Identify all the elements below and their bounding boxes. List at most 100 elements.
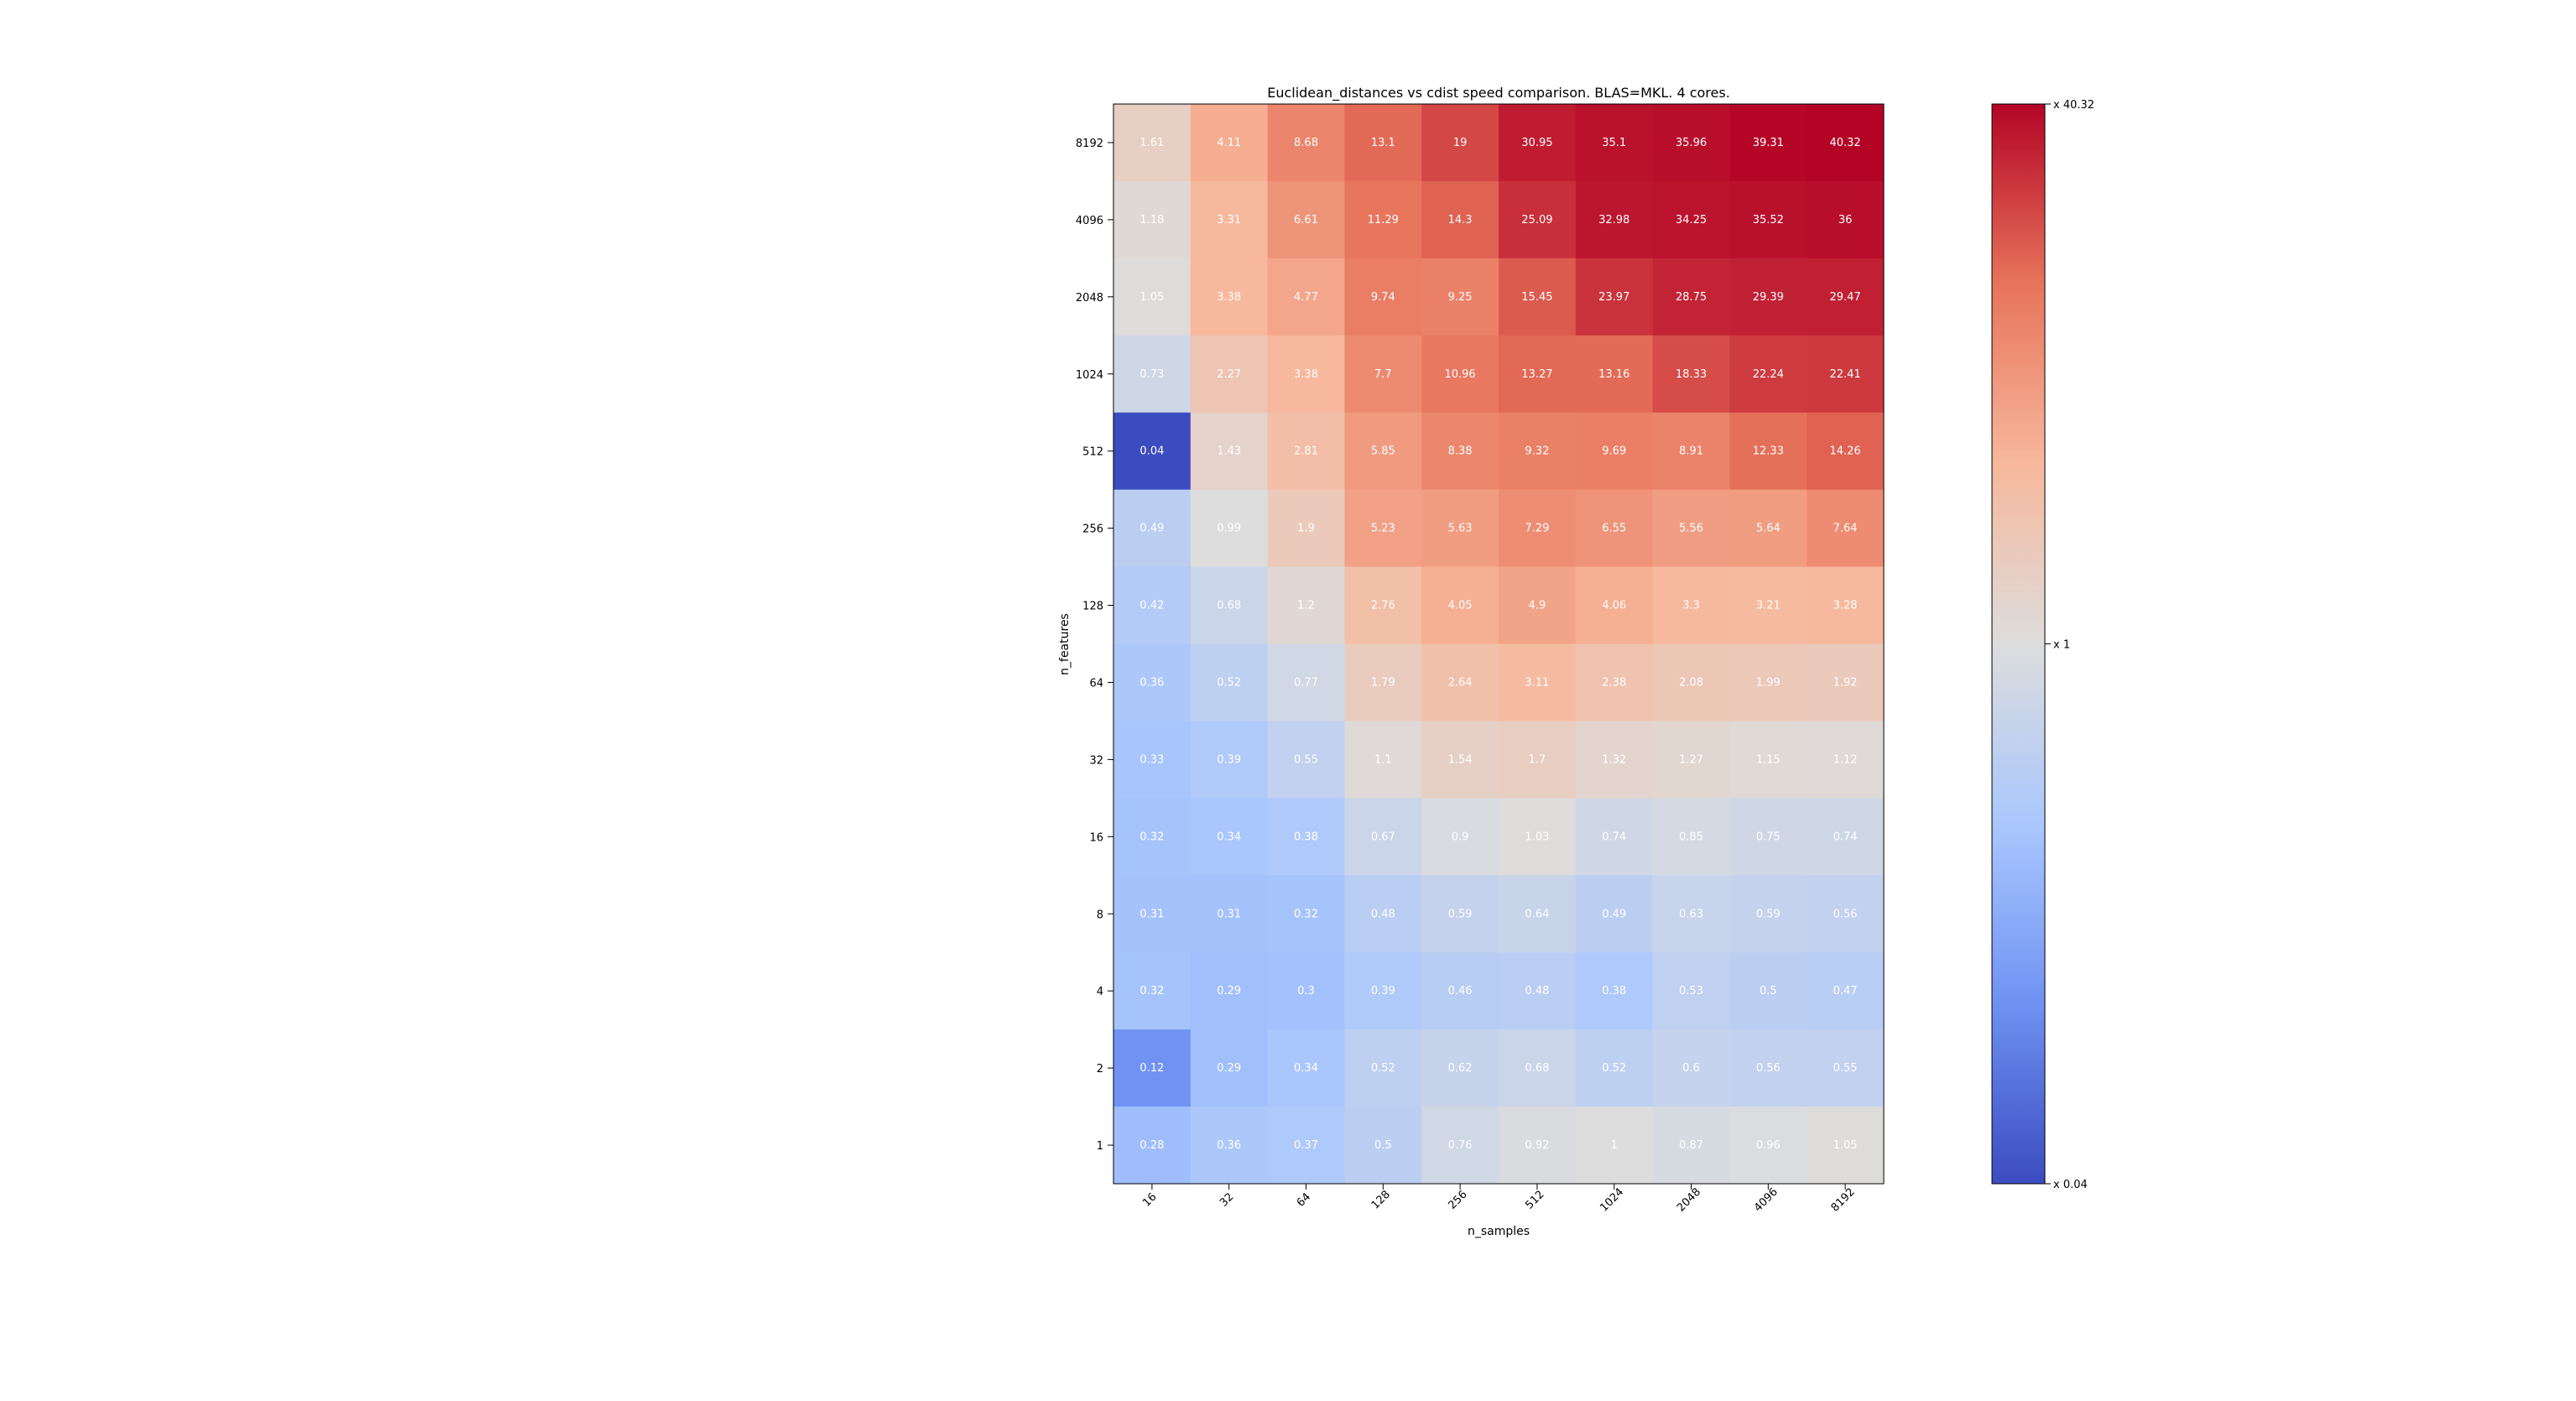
cell-value-label: 0.33 xyxy=(1139,753,1164,766)
cell-value-label: 0.55 xyxy=(1294,753,1318,766)
cell-value-label: 13.16 xyxy=(1598,368,1630,381)
cell-value-label: 0.12 xyxy=(1139,1062,1164,1075)
cell-value-label: 1 xyxy=(1611,1139,1618,1152)
cell-value-label: 1.99 xyxy=(1756,676,1781,689)
cell-value-label: 0.39 xyxy=(1371,985,1395,997)
cell-value-label: 0.62 xyxy=(1448,1062,1473,1075)
heatmap-cell xyxy=(1113,952,1192,1030)
heatmap-cell xyxy=(1267,952,1345,1030)
cell-value-label: 1.92 xyxy=(1833,676,1858,689)
x-tick-label: 32 xyxy=(1218,1190,1236,1209)
cell-value-label: 0.59 xyxy=(1756,908,1781,920)
heatmap-cell xyxy=(1113,798,1192,876)
cell-value-label: 34.25 xyxy=(1676,214,1707,227)
cell-value-label: 0.73 xyxy=(1139,368,1164,381)
cell-value-label: 0.6 xyxy=(1682,1062,1700,1075)
cell-value-label: 0.52 xyxy=(1602,1062,1626,1075)
cell-value-label: 0.32 xyxy=(1139,985,1164,997)
heatmap-cell xyxy=(1344,1029,1422,1107)
cell-value-label: 5.23 xyxy=(1371,523,1395,535)
heatmap-cell xyxy=(1652,412,1730,491)
heatmap-cell xyxy=(1807,798,1885,876)
cell-value-label: 7.64 xyxy=(1833,523,1858,535)
heatmap-cell xyxy=(1190,335,1269,414)
heatmap-cell xyxy=(1652,1107,1730,1185)
heatmap-cell xyxy=(1267,721,1345,799)
heatmap-cell xyxy=(1421,875,1499,953)
cell-value-label: 12.33 xyxy=(1753,445,1784,458)
cell-value-label: 2.27 xyxy=(1217,368,1241,381)
x-tick-label: 1024 xyxy=(1598,1186,1626,1215)
cell-value-label: 2.81 xyxy=(1294,445,1318,458)
heatmap-cell xyxy=(1729,335,1807,414)
cell-value-label: 0.59 xyxy=(1448,908,1473,920)
cell-value-label: 7.29 xyxy=(1525,523,1549,535)
cell-value-label: 0.56 xyxy=(1833,908,1858,920)
heatmap-cell xyxy=(1575,1107,1654,1185)
cell-value-label: 0.42 xyxy=(1139,600,1164,612)
heatmap-cell xyxy=(1267,489,1345,568)
cell-value-label: 3.38 xyxy=(1217,291,1241,304)
heatmap-cell xyxy=(1267,1029,1345,1107)
cell-value-label: 0.36 xyxy=(1139,676,1164,689)
cell-value-label: 15.45 xyxy=(1521,291,1552,304)
heatmap-cell xyxy=(1652,180,1730,259)
cell-value-label: 18.33 xyxy=(1676,368,1707,381)
heatmap-cell xyxy=(1190,952,1269,1030)
y-tick-label: 2048 xyxy=(1076,292,1103,305)
heatmap-cell xyxy=(1190,180,1269,259)
x-tick-label: 8192 xyxy=(1829,1186,1858,1215)
heatmap-cell xyxy=(1807,721,1885,799)
heatmap-cell xyxy=(1499,180,1577,259)
heatmap-cell xyxy=(1499,1107,1577,1185)
cell-value-label: 0.34 xyxy=(1217,831,1241,843)
cell-value-label: 1.05 xyxy=(1833,1139,1858,1152)
heatmap-cell xyxy=(1652,335,1730,414)
cell-value-label: 8.68 xyxy=(1294,137,1318,149)
heatmap-cell xyxy=(1575,643,1654,721)
heatmap-cell xyxy=(1344,721,1422,799)
cell-value-label: 0.76 xyxy=(1448,1139,1473,1152)
heatmap-cell xyxy=(1729,952,1807,1030)
heatmap-cell xyxy=(1807,1107,1885,1185)
cell-value-label: 3.38 xyxy=(1294,368,1318,381)
heatmap-cell-labels: 1.61 4.11 8.68 13.1 19 30.95 35.1 35.96 39.31 40.… xyxy=(1139,137,1860,1152)
x-tick-label: 64 xyxy=(1295,1190,1313,1209)
heatmap-cell xyxy=(1807,258,1885,336)
heatmap-cell xyxy=(1729,1107,1807,1185)
y-tick-label: 8192 xyxy=(1076,138,1103,150)
cell-value-label: 1.18 xyxy=(1139,214,1164,227)
cell-value-label: 5.63 xyxy=(1448,523,1473,535)
cell-value-label: 9.32 xyxy=(1525,445,1549,458)
heatmap-cell xyxy=(1267,180,1345,259)
heatmap-cell xyxy=(1729,1029,1807,1107)
cell-value-label: 40.32 xyxy=(1829,137,1860,149)
heatmap-cell xyxy=(1807,412,1885,491)
cell-value-label: 3.31 xyxy=(1217,214,1241,227)
cell-value-label: 1.03 xyxy=(1525,831,1549,843)
cell-value-label: 14.26 xyxy=(1829,445,1860,458)
heatmap-cell xyxy=(1807,180,1885,259)
cell-value-label: 0.67 xyxy=(1371,831,1395,843)
cell-value-label: 4.77 xyxy=(1294,291,1318,304)
heatmap-cell xyxy=(1652,566,1730,644)
cell-value-label: 22.24 xyxy=(1753,368,1784,381)
cell-value-label: 0.5 xyxy=(1760,985,1777,997)
cell-value-label: 2.08 xyxy=(1679,676,1703,689)
cell-value-label: 0.77 xyxy=(1294,676,1318,689)
heatmap-cell xyxy=(1652,875,1730,953)
heatmap-cell xyxy=(1113,566,1192,644)
cell-value-label: 6.55 xyxy=(1602,523,1626,535)
heatmap-cell xyxy=(1499,258,1577,336)
cell-value-label: 0.75 xyxy=(1756,831,1781,843)
y-tick-label: 64 xyxy=(1089,677,1103,690)
heatmap-cell xyxy=(1344,335,1422,414)
cell-value-label: 0.48 xyxy=(1371,908,1395,920)
cell-value-label: 0.5 xyxy=(1374,1139,1392,1152)
cell-value-label: 13.1 xyxy=(1371,137,1395,149)
cell-value-label: 0.68 xyxy=(1217,600,1241,612)
cell-value-label: 1.9 xyxy=(1297,523,1315,535)
heatmap-cell xyxy=(1499,952,1577,1030)
cell-value-label: 1.7 xyxy=(1529,753,1546,766)
cell-value-label: 0.49 xyxy=(1139,523,1164,535)
